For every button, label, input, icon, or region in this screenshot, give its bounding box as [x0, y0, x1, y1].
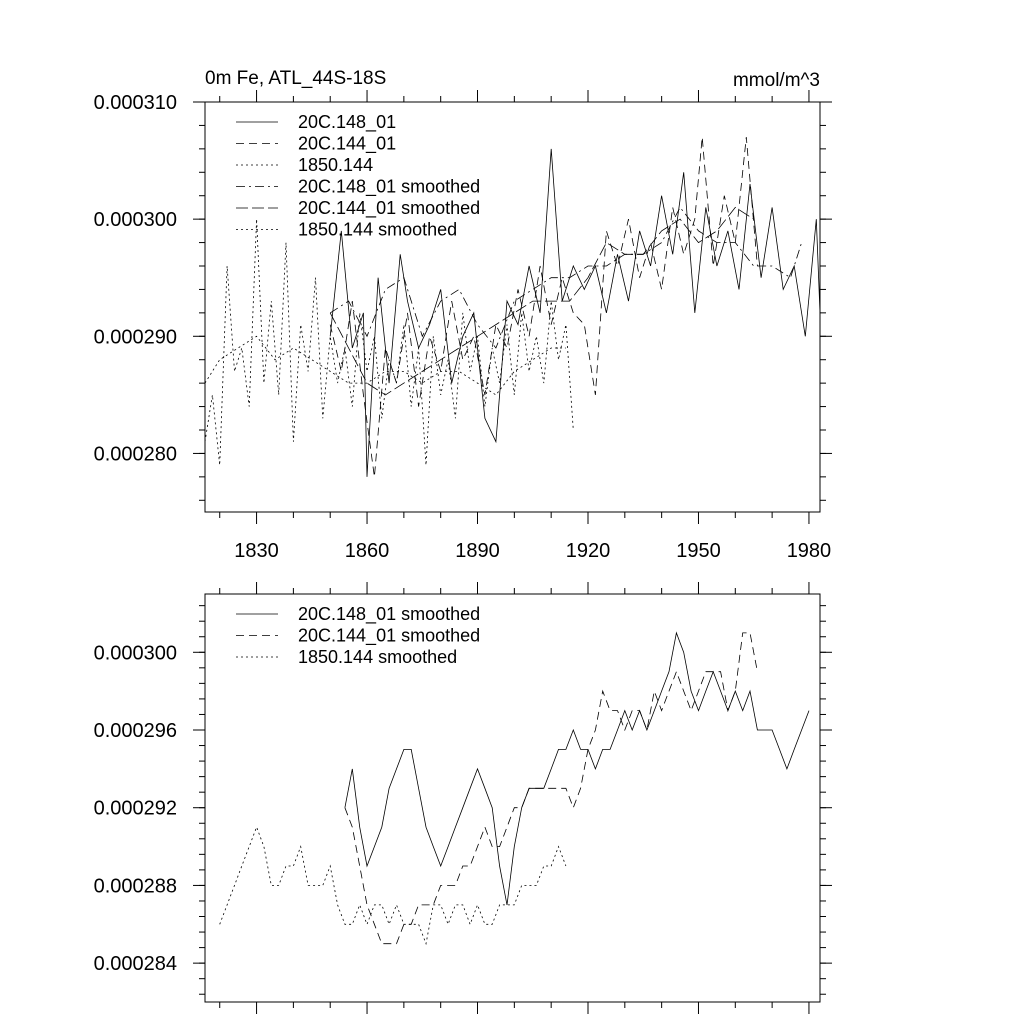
legend-label: 20C.148_01 — [298, 112, 396, 133]
series-line-1850-144-smoothed — [219, 825, 567, 946]
legend-label: 20C.144_01 smoothed — [298, 626, 480, 647]
top-chart: 0m Fe, ATL_44S-18S mmol/m^3 1830 1860 1890… — [94, 68, 832, 562]
series-line-20c-148-01-smoothed — [329, 206, 802, 349]
series-line-1850-144 — [204, 219, 574, 466]
bottom-axis-ticks: 0.000284 0.000288 0.000292 0.000296 0.000300 — [94, 582, 832, 1014]
y-tick-label: 0.000300 — [94, 642, 177, 664]
bottom-series-group — [219, 631, 810, 946]
x-tick-label: 1890 — [455, 540, 500, 562]
y-tick-label: 0.000292 — [94, 798, 177, 820]
y-tick-label: 0.000280 — [94, 443, 177, 465]
legend-label: 20C.148_01 smoothed — [298, 177, 480, 198]
x-tick-label: 1830 — [234, 540, 279, 562]
x-tick-label: 1860 — [345, 540, 390, 562]
y-tick-label: 0.000288 — [94, 875, 177, 897]
x-tick-label: 1980 — [787, 540, 832, 562]
y-tick-label: 0.000296 — [94, 720, 177, 742]
x-tick-label: 1920 — [566, 540, 611, 562]
legend-label: 20C.144_01 — [298, 134, 396, 155]
top-series-group — [204, 137, 821, 477]
legend-label: 1850.144 — [298, 155, 373, 175]
legend-label: 20C.144_01 smoothed — [298, 198, 480, 219]
legend-label: 1850.144 smoothed — [298, 647, 457, 667]
series-line-20c-144-01-smoothed — [329, 206, 754, 396]
series-line-20c-148-01-smoothed — [344, 631, 810, 905]
top-axis-ticks: 1830 1860 1890 1920 1950 1980 0.000280 0.000290… — [94, 90, 832, 562]
y-tick-label: 0.000300 — [94, 209, 177, 231]
series-line-20c-148-01 — [329, 148, 821, 477]
y-tick-label: 0.000310 — [94, 92, 177, 114]
y-tick-label: 0.000284 — [94, 953, 177, 975]
bottom-plot-frame — [204, 593, 821, 1003]
legend-label: 20C.148_01 smoothed — [298, 604, 480, 625]
x-tick-label: 1950 — [676, 540, 721, 562]
series-line-20c-144-01 — [329, 137, 758, 477]
bottom-chart: 0.000284 0.000288 0.000292 0.000296 0.000300… — [94, 582, 832, 1014]
series-line-20c-144-01-smoothed — [344, 632, 758, 945]
legend-label: 1850.144 smoothed — [298, 220, 457, 240]
y-tick-label: 0.000290 — [94, 326, 177, 348]
top-chart-units: mmol/m^3 — [733, 70, 820, 91]
top-chart-title: 0m Fe, ATL_44S-18S — [205, 68, 386, 89]
series-line-1850-144-smoothed — [204, 335, 566, 396]
